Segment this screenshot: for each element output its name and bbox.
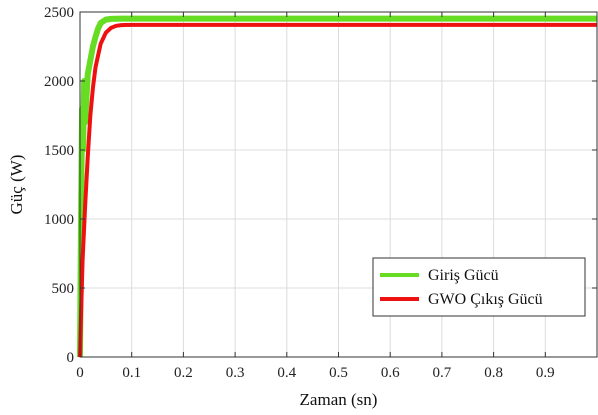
y-tick-label: 2000 [44, 74, 74, 90]
x-tick-label: 0.8 [484, 365, 503, 381]
x-tick-label: 0.3 [226, 365, 245, 381]
legend: Giriş Gücü GWO Çıkış Gücü [372, 257, 586, 317]
y-tick-label: 0 [67, 350, 75, 366]
legend-box [372, 257, 586, 317]
x-axis-label: Zaman (sn) [300, 390, 378, 409]
legend-label-giris: Giriş Gücü [428, 267, 499, 284]
x-tick-label: 0 [76, 365, 84, 381]
axis-ticks: 0 0.1 0.2 0.3 0.4 0.5 0.6 0.7 0.8 0.9 0 500 1000 1500… [44, 5, 597, 381]
y-tick-label: 500 [52, 281, 75, 297]
x-tick-label: 0.7 [433, 365, 452, 381]
y-tick-label: 1000 [44, 212, 74, 228]
x-tick-label: 0.4 [277, 365, 296, 381]
y-tick-label: 2500 [44, 5, 74, 21]
series-layer [77, 15, 597, 358]
legend-label-gwo: GWO Çıkış Gücü [428, 291, 543, 308]
x-tick-label: 0.6 [381, 365, 400, 381]
y-tick-label: 1500 [44, 143, 74, 159]
series-line-giris [77, 15, 597, 358]
series-line-gwo [78, 22, 597, 358]
x-tick-label: 0.9 [536, 365, 555, 381]
x-tick-label: 0.5 [329, 365, 348, 381]
x-tick-label: 0.2 [174, 365, 193, 381]
y-axis-label: Güç (W) [7, 155, 26, 215]
x-tick-label: 0.1 [122, 365, 141, 381]
